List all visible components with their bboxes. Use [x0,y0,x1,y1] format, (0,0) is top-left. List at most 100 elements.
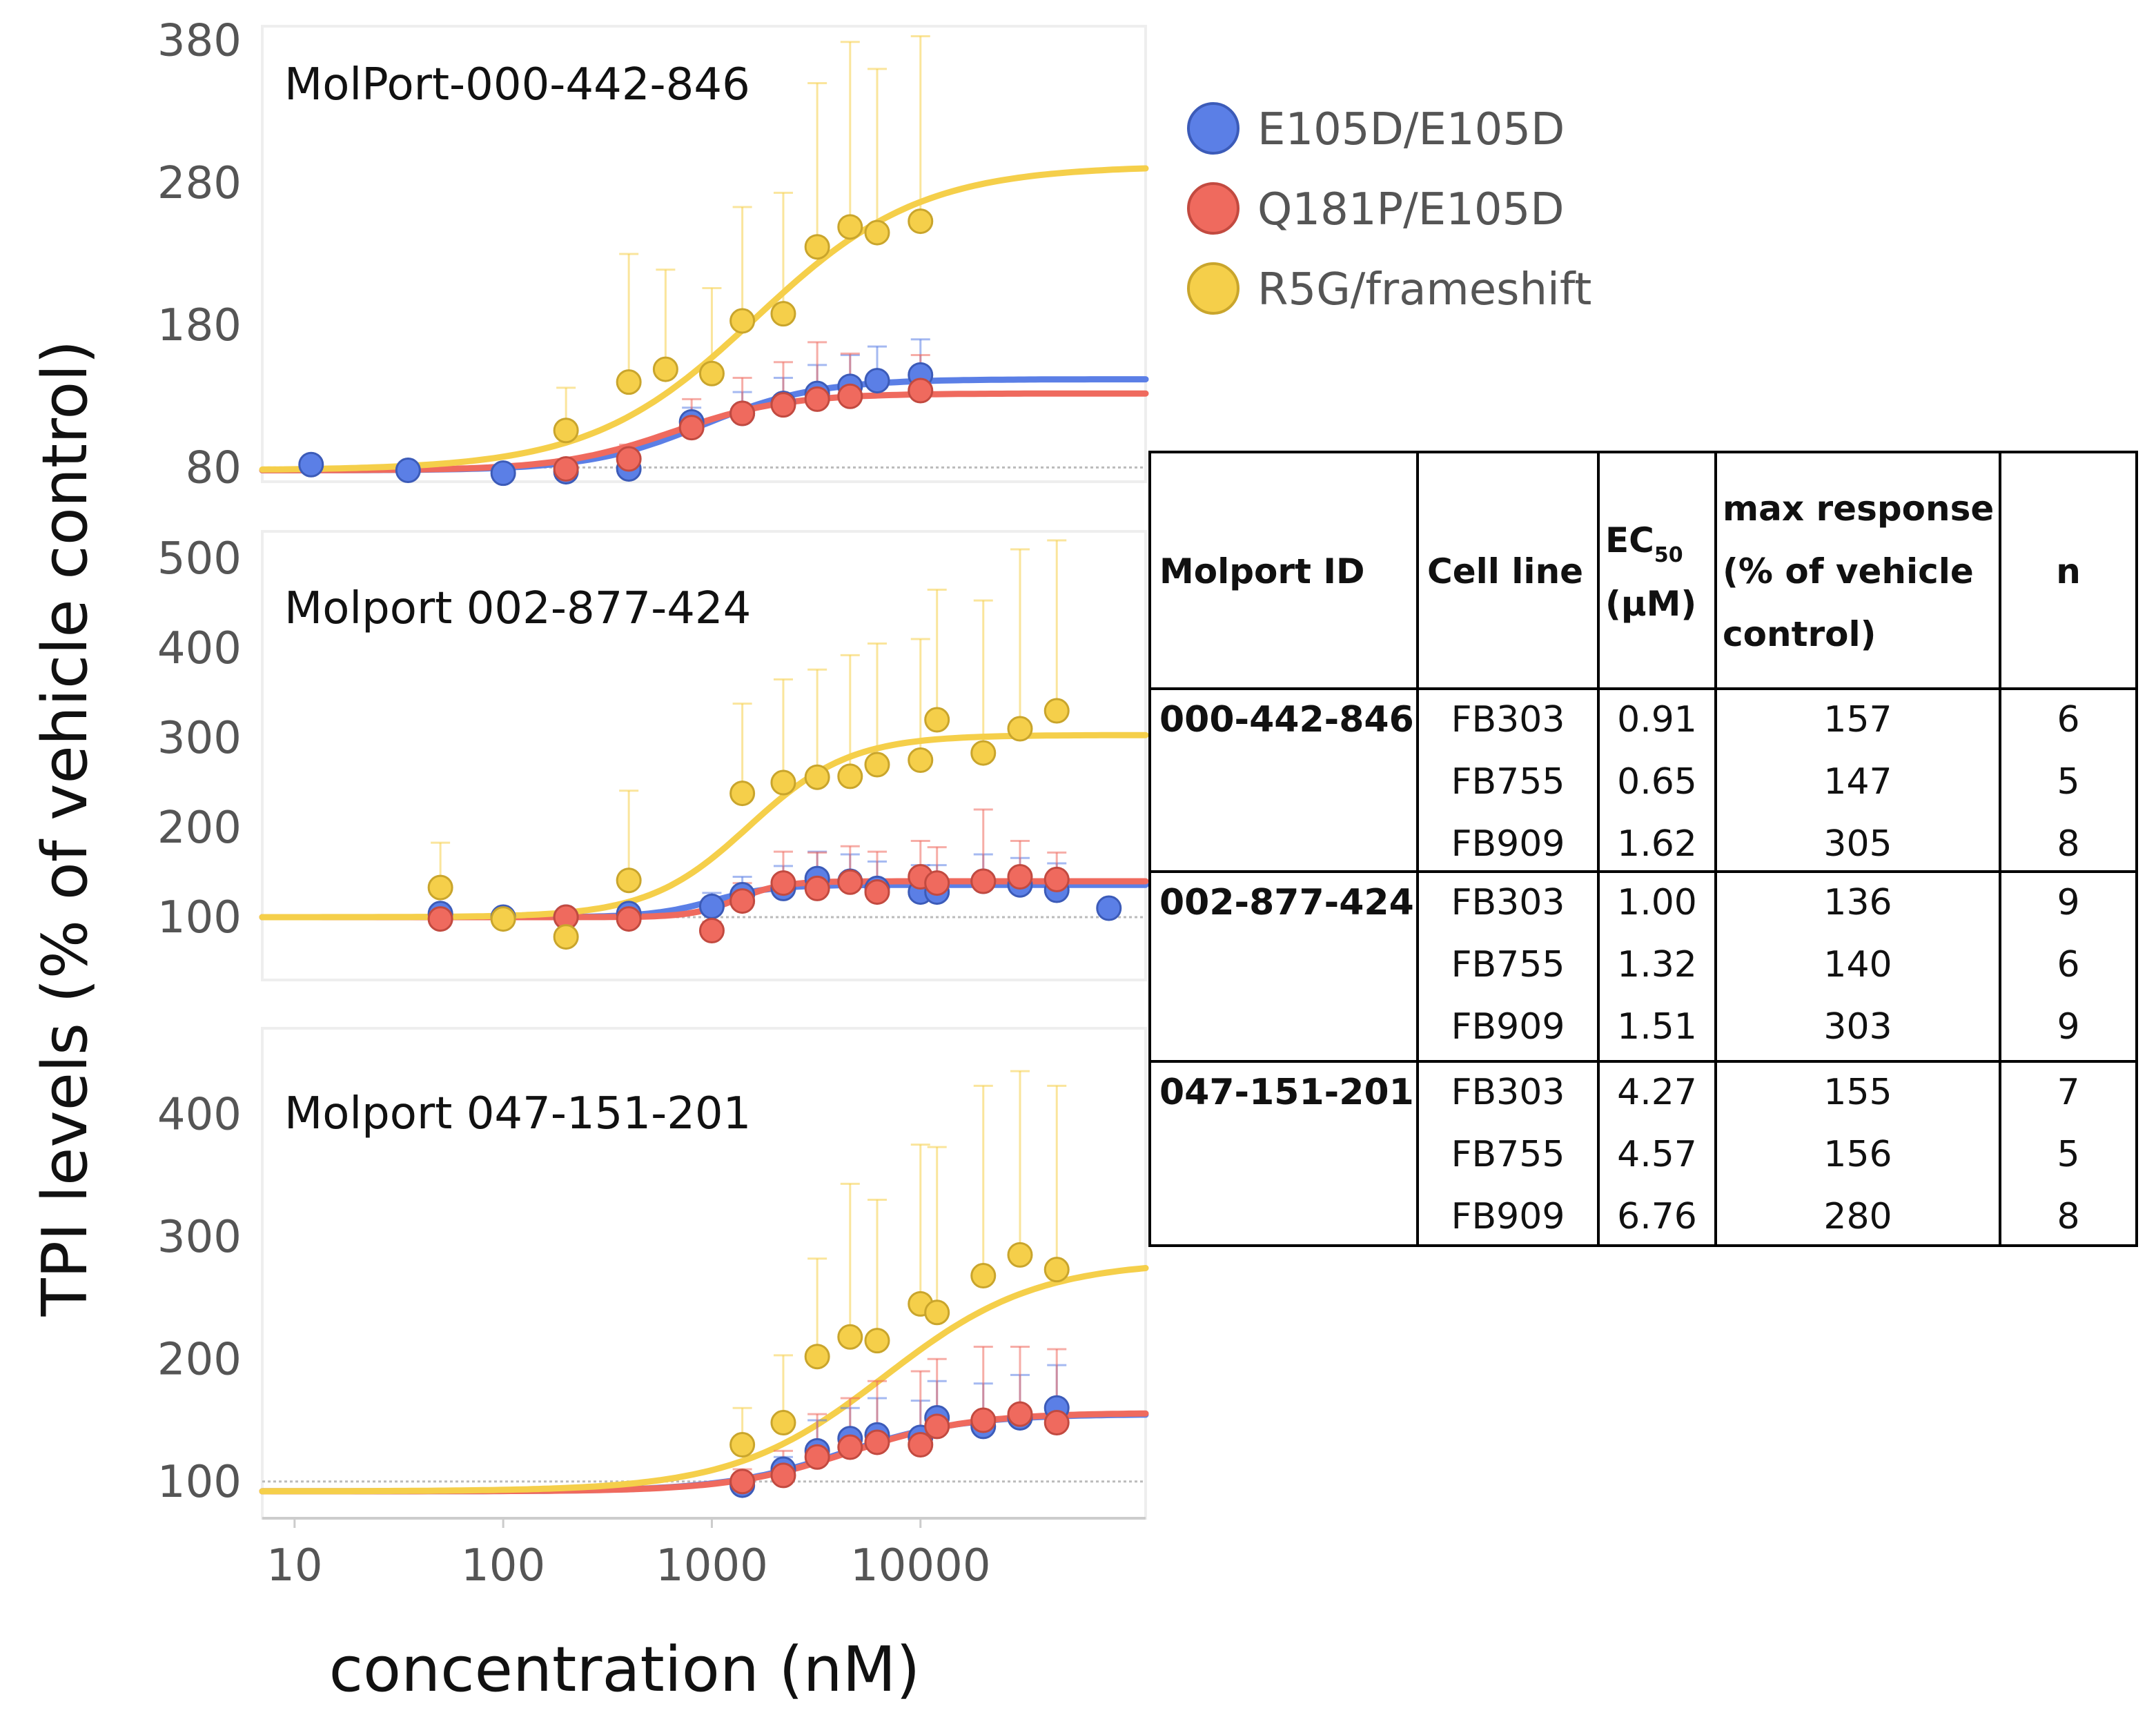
y-tick-label: 380 [157,16,242,67]
legend-marker-r5g [1187,262,1239,315]
panel-title-3: Molport 047-151-201 [284,1088,751,1139]
data-point [804,875,830,901]
data-point [1007,716,1033,742]
data-point [1096,895,1122,921]
x-tick-label: 100 [461,1540,545,1591]
legend-label-q181p: Q181P/E105D [1257,184,1565,235]
table-cell-line: FB303 [1451,699,1565,740]
table-cell-line: FB909 [1451,823,1565,865]
data-point [427,906,453,932]
data-point [698,893,725,919]
data-point [729,888,756,914]
ec50-table: Molport ID Cell line EC50 (μM) max respo… [1148,451,2138,1247]
x-tick-label: 10000 [850,1540,991,1591]
data-point [1007,1401,1033,1427]
fit-curve [259,1265,1149,1495]
y-axis-title: TPI levels (% of vehicle control) [29,340,101,1317]
data-point [395,458,421,483]
th-max-response-1: max response [1723,489,1994,529]
data-point [804,764,830,790]
data-point [864,752,890,778]
data-point [1043,698,1070,724]
table-n: 7 [2057,1072,2079,1113]
data-point [616,867,642,894]
data-point [908,747,934,773]
data-point [864,368,890,394]
data-point [770,1462,796,1489]
table-max-response: 157 [1823,699,1892,740]
data-point [698,360,725,386]
y-tick-label: 400 [157,1089,242,1140]
data-point [864,219,890,246]
data-point [616,369,642,395]
table-n: 5 [2057,761,2079,803]
table-n: 6 [2057,944,2079,985]
table-max-response: 147 [1823,761,1892,803]
data-point [970,740,997,766]
fit-curve [259,732,1149,921]
table-cell-line: FB755 [1451,944,1565,985]
x-tick-label: 10 [266,1540,322,1591]
table-cell-line: FB755 [1451,761,1565,803]
th-molport-id: Molport ID [1159,551,1364,591]
data-point [908,208,934,235]
x-axis-title: concentration (nM) [329,1633,921,1706]
table-molport-id: 002-877-424 [1159,882,1414,923]
table-ec50: 4.27 [1617,1072,1697,1113]
table-max-response: 136 [1823,882,1892,923]
data-point [729,1432,756,1458]
data-point [770,1410,796,1436]
data-point [770,769,796,796]
table-n: 8 [2057,1196,2079,1237]
table-max-response: 156 [1823,1134,1892,1175]
chart-panel-000-442-846: 80 180 280 380 [157,16,1149,493]
data-point [924,870,950,896]
data-point [908,377,934,404]
data-point [804,386,830,412]
data-point [298,451,324,478]
data-point [1043,866,1070,892]
chart-panel-047-151-201: 100 200 300 400 [157,1070,1149,1508]
data-point [804,1344,830,1370]
data-point [427,874,453,901]
table-n: 5 [2057,1134,2079,1175]
data-point [553,418,579,444]
data-point [698,918,725,943]
th-max-response-3: control) [1723,614,1876,654]
chart-panel-002-877-424: 100 200 300 400 500 [157,533,1149,950]
y-tick-label: 500 [157,533,242,585]
y-tick-label: 180 [157,300,242,351]
table-cell-line: FB303 [1451,882,1565,923]
data-point [770,301,796,327]
table-max-response: 140 [1823,944,1892,985]
data-point [864,1429,890,1455]
data-point [770,870,796,896]
table-molport-id: 047-151-201 [1159,1072,1414,1113]
table-n: 8 [2057,823,2079,865]
y-tick-label: 200 [157,803,242,854]
y-tick-label: 80 [186,442,242,493]
table-ec50: 4.57 [1617,1134,1697,1175]
data-point [1007,1242,1033,1268]
data-point [678,415,705,441]
y-tick-label: 300 [157,1212,242,1263]
data-point [924,1413,950,1440]
y-tick-label: 100 [157,1457,242,1508]
table-frame [1148,451,2138,1247]
table-ec50: 6.76 [1617,1196,1697,1237]
y-tick-label: 300 [157,713,242,764]
data-point [970,1263,997,1289]
data-point [652,356,678,382]
data-point [616,906,642,932]
panel-title-1: MolPort-000-442-846 [284,59,750,110]
table-body: 000-442-846 FB303 0.91 157 6 FB755 0.65 147 5 FB9… [1159,699,2080,1237]
data-point [490,906,516,932]
table-cell-line: FB909 [1451,1006,1565,1048]
th-max-response-2: (% of vehicle [1723,551,1974,591]
x-axis-ticks: 10 100 1000 10000 [266,1518,991,1591]
table-n: 9 [2057,1006,2079,1048]
y-tick-label: 100 [157,892,242,943]
y-tick-label: 400 [157,623,242,674]
table-ec50: 1.62 [1617,823,1697,865]
data-point [804,234,830,260]
